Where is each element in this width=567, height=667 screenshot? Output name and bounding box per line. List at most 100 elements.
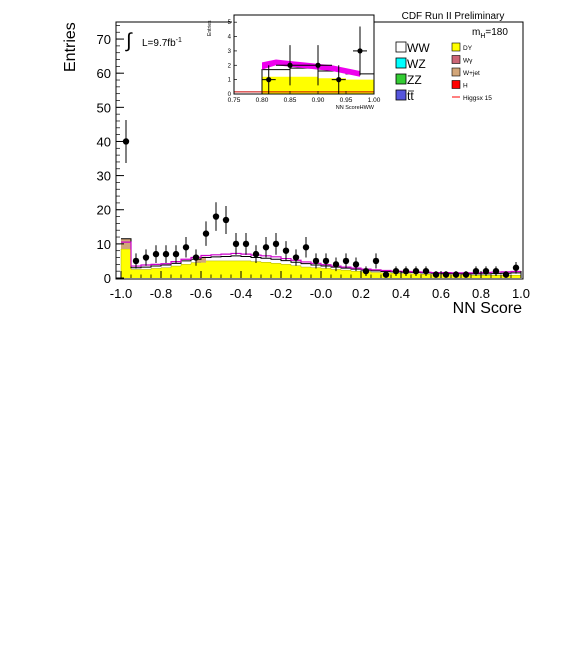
data-point [402, 267, 410, 275]
data-point [482, 267, 490, 275]
inset-plot-frame [233, 14, 375, 95]
data-point [132, 257, 140, 265]
legend-swatch-wjet [451, 67, 461, 77]
data-point [152, 250, 160, 258]
data-point [192, 254, 200, 261]
data-point [302, 244, 310, 251]
lumi-label: L=9.7fb-1 [142, 37, 182, 49]
data-point [452, 271, 460, 278]
inset-y-tick-label: 1 [228, 78, 232, 84]
data-point [472, 267, 480, 275]
inset-y-tick-label: 3 [228, 49, 232, 55]
data-point [262, 244, 270, 251]
y-tick-label: 0 [104, 271, 111, 286]
data-point [412, 267, 420, 275]
data-point [342, 257, 350, 265]
y-tick-label: 70 [97, 32, 111, 47]
x-ticks-group: -1.0 -0.8 -0.6 -0.4 -0.2 -0.0 0.2 0.4 0.6 0.8 1.0 [110, 271, 530, 301]
legend-swatch-zz [395, 73, 407, 85]
inset-data-point [266, 77, 272, 83]
x-tick-label: 0.8 [472, 286, 490, 301]
legend-label-ww: WW [407, 41, 430, 55]
data-point [182, 244, 190, 251]
inset-y-tick-label: 5 [228, 20, 232, 26]
legend-swatch-wgamma [451, 55, 461, 64]
data-point [362, 267, 370, 275]
inset-data-point [357, 48, 363, 54]
data-point [382, 271, 390, 278]
data-point [492, 267, 500, 275]
data-point [332, 261, 340, 268]
inset-x-axis-label: NN ScoreHWW [336, 105, 375, 111]
data-point [242, 240, 250, 248]
data-point [512, 264, 520, 271]
legend-swatch-h [451, 80, 461, 89]
legend-label-tt: tt [407, 89, 414, 103]
inset-x-tick-label: 0.85 [284, 97, 297, 104]
data-point [172, 250, 180, 258]
wjet-bin [196, 256, 206, 263]
data-point [142, 254, 150, 261]
legend: mH=180 WW WZ ZZ tt DY Wγ W+jet H Higgsx 15 [393, 27, 508, 103]
mass-label: mH=180 [472, 27, 508, 40]
wjet-bin [121, 238, 131, 249]
inset-data-point [336, 77, 342, 83]
experiment-label-border [389, 8, 517, 22]
x-axis-label: NN Score [453, 300, 522, 317]
data-point [202, 230, 210, 237]
x-tick-label: -0.6 [190, 286, 212, 301]
legend-label-higgsx15: Higgsx 15 [463, 95, 492, 102]
data-point [462, 271, 470, 278]
inset-y-ticks-group: 0 1 2 3 4 5 [228, 20, 237, 98]
data-point [212, 213, 220, 220]
legend-label-wgamma: Wγ [463, 58, 473, 65]
x-tick-label: -1.0 [110, 286, 132, 301]
legend-label-wjet: W+jet [463, 70, 480, 77]
data-point [392, 267, 400, 275]
x-tick-label: 0.4 [392, 286, 410, 301]
y-tick-label: 20 [97, 203, 111, 218]
integral-symbol: ∫ [125, 30, 133, 52]
data-point [352, 261, 360, 268]
legend-left-column: WW WZ ZZ tt [393, 40, 445, 103]
main-plot: -1.0 -0.8 -0.6 -0.4 -0.2 -0.0 0.2 0.4 0.6 0.8 1.0 … [62, 21, 530, 317]
inset-y-tick-label: 4 [228, 35, 232, 41]
inset-x-tick-label: 1.00 [368, 97, 381, 104]
inset-x-tick-label: 0.80 [256, 97, 269, 104]
inset-x-ticks-group: 0.75 0.80 0.85 0.90 0.95 1.00 [228, 91, 381, 104]
data-point [422, 267, 430, 275]
legend-label-dy: DY [463, 45, 473, 52]
x-tick-label: 0.6 [432, 286, 450, 301]
data-point [442, 271, 450, 278]
experiment-label: CDF Run II Preliminary [402, 11, 505, 22]
legend-right-column: DY Wγ W+jet H Higgsx 15 [448, 40, 508, 102]
data-point [322, 257, 330, 265]
legend-swatch-ww [395, 41, 407, 53]
x-tick-label: 1.0 [512, 286, 530, 301]
inset-y-axis-label: Entries [207, 20, 213, 36]
inset-data-point [287, 62, 293, 68]
data-point [162, 250, 170, 258]
y-tick-label: 30 [97, 169, 111, 184]
y-tick-label: 60 [97, 66, 111, 81]
legend-swatch-wz [395, 57, 407, 69]
legend-label-h: H [463, 83, 468, 90]
data-point [282, 247, 290, 254]
y-tick-label: 40 [97, 134, 111, 149]
x-tick-label: 0.2 [352, 286, 370, 301]
data-point [252, 250, 260, 258]
data-points-group [122, 119, 520, 278]
legend-swatch-tt [395, 89, 407, 101]
inset-higgs-band [262, 59, 360, 77]
inset-y-tick-label: 0 [228, 92, 232, 98]
x-tick-label: -0.4 [230, 286, 252, 301]
data-point [372, 257, 380, 265]
data-point [502, 271, 510, 278]
data-point [432, 271, 440, 278]
data-point [222, 216, 230, 224]
x-tick-label: -0.2 [270, 286, 292, 301]
y-tick-label: 10 [97, 237, 111, 252]
data-point [312, 257, 320, 265]
